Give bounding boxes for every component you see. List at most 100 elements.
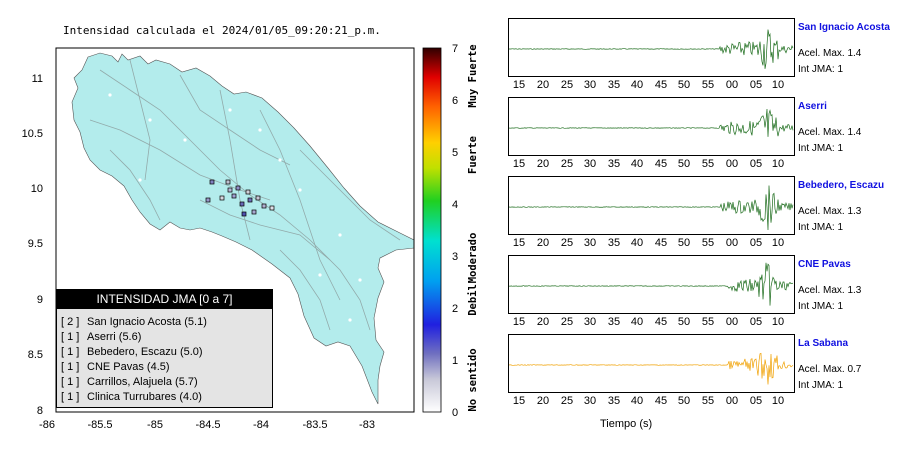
legend-item: [ 1 ] Carrillos, Alajuela (5.7) <box>61 375 272 390</box>
time-tick-label: 40 <box>630 237 644 249</box>
legend-item: [ 1 ] Clinica Turrubares (4.0) <box>61 390 272 405</box>
time-tick-label: 10 <box>771 395 785 407</box>
time-tick-label: 20 <box>536 316 550 328</box>
waveform-trace-box <box>508 18 795 77</box>
waveform-trace <box>509 352 794 385</box>
time-axis-ticks: 15 20 25 30 35 40 45 50 55 00 05 10 <box>508 395 795 409</box>
waveform-line <box>509 185 794 231</box>
time-tick-label: 45 <box>654 395 668 407</box>
legend-station-name: Aserri (5.6) <box>87 331 142 343</box>
legend-station-name: Clinica Turrubares (4.0) <box>87 391 202 403</box>
station-jma-intensity: Int JMA: 1 <box>798 222 844 233</box>
legend-item: [ 1 ] CNE Pavas (4.5) <box>61 360 272 375</box>
colorbar-tick: 2 <box>452 303 458 315</box>
time-tick-label: 15 <box>512 237 526 249</box>
legend-item: [ 1 ] Aserri (5.6) <box>61 330 272 345</box>
legend-station-name: San Ignacio Acosta (5.1) <box>87 316 207 328</box>
time-axis-ticks: 15 20 25 30 35 40 45 50 55 00 05 10 <box>508 237 795 251</box>
time-tick-label: 35 <box>607 79 621 91</box>
legend-count: [ 2 ] <box>61 316 80 328</box>
time-tick-label: 10 <box>771 237 785 249</box>
colorbar-tick: 7 <box>452 43 458 55</box>
time-tick-label: 50 <box>677 158 691 170</box>
map-y-ticks: 11 10.5 10 9.5 9 8.5 8 <box>22 73 43 417</box>
map-x-ticks: -86 -85.5 -85 -84.5 -84 -83.5 -83 <box>39 419 375 431</box>
station-jma-intensity: Int JMA: 1 <box>798 64 844 75</box>
legend-count: [ 1 ] <box>61 361 80 373</box>
label-debil: Debil <box>467 284 479 316</box>
time-tick-label: 00 <box>725 158 739 170</box>
waveform-line <box>509 29 794 69</box>
time-tick-label: 55 <box>701 316 715 328</box>
y-tick-label: 9.5 <box>28 238 43 250</box>
colorbar-tick: 3 <box>452 251 458 263</box>
y-tick-label: 10.5 <box>22 128 43 140</box>
time-tick-label: 15 <box>512 316 526 328</box>
time-tick-label: 45 <box>654 237 668 249</box>
station-waveform: 15 20 25 30 35 40 45 50 55 00 05 10 Aserri Acel. Max.… <box>500 79 910 170</box>
time-tick-label: 30 <box>583 237 597 249</box>
time-tick-label: 05 <box>749 395 763 407</box>
time-tick-label: 15 <box>512 79 526 91</box>
time-tick-label: 40 <box>630 395 644 407</box>
label-no-sentido: No sentido <box>467 348 479 411</box>
time-tick-label: 45 <box>654 158 668 170</box>
station-jma-intensity: Int JMA: 1 <box>798 301 844 312</box>
time-tick-label: 10 <box>771 158 785 170</box>
time-tick-label: 20 <box>536 395 550 407</box>
waveform-line <box>509 108 794 137</box>
time-tick-label: 00 <box>725 79 739 91</box>
waveform-trace <box>509 29 794 69</box>
time-tick-label: 50 <box>677 316 691 328</box>
x-tick-label: -84.5 <box>195 419 220 431</box>
legend-station-name: Carrillos, Alajuela (5.7) <box>87 376 198 388</box>
time-axis-label: Tiempo (s) <box>600 418 653 430</box>
waveform-trace-box <box>508 334 795 393</box>
time-tick-label: 35 <box>607 158 621 170</box>
time-tick-label: 05 <box>749 316 763 328</box>
time-tick-label: 25 <box>560 395 574 407</box>
intensity-map-panel: Intensidad calculada el 2024/01/05_09:20… <box>22 24 479 431</box>
legend-item: [ 2 ] San Ignacio Acosta (5.1) <box>61 315 272 330</box>
station-max-acceleration: Acel. Max. 0.7 <box>798 364 862 375</box>
y-tick-label: 8 <box>37 405 43 417</box>
time-tick-label: 55 <box>701 79 715 91</box>
legend-count: [ 1 ] <box>61 331 80 343</box>
map-title: Intensidad calculada el 2024/01/05_09:20… <box>63 24 381 37</box>
waveform-trace <box>509 108 794 137</box>
station-max-acceleration: Acel. Max. 1.3 <box>798 206 862 217</box>
time-tick-label: 45 <box>654 316 668 328</box>
time-axis-ticks: 15 20 25 30 35 40 45 50 55 00 05 10 <box>508 316 795 330</box>
time-tick-label: 20 <box>536 79 550 91</box>
time-tick-label: 25 <box>560 79 574 91</box>
y-tick-label: 10 <box>31 183 43 195</box>
time-tick-label: 00 <box>725 316 739 328</box>
x-tick-label: -84 <box>253 419 269 431</box>
colorbar-tick: 6 <box>452 95 458 107</box>
legend-station-name: CNE Pavas (4.5) <box>87 361 170 373</box>
station-max-acceleration: Acel. Max. 1.3 <box>798 285 862 296</box>
time-tick-label: 05 <box>749 158 763 170</box>
time-tick-label: 40 <box>630 316 644 328</box>
time-tick-label: 10 <box>771 79 785 91</box>
station-max-acceleration: Acel. Max. 1.4 <box>798 127 862 138</box>
x-tick-label: -83 <box>359 419 375 431</box>
time-tick-label: 35 <box>607 395 621 407</box>
time-tick-label: 35 <box>607 237 621 249</box>
y-tick-label: 11 <box>32 73 43 85</box>
time-tick-label: 55 <box>701 395 715 407</box>
time-tick-label: 30 <box>583 395 597 407</box>
costa-rica-land <box>71 52 414 405</box>
legend-count: [ 1 ] <box>61 376 80 388</box>
waveform-trace <box>509 185 794 231</box>
legend-station-name: Bebedero, Escazu (5.0) <box>87 346 203 358</box>
station-jma-intensity: Int JMA: 1 <box>798 143 844 154</box>
time-tick-label: 20 <box>536 237 550 249</box>
colorbar-tick: 0 <box>452 407 458 419</box>
time-tick-label: 55 <box>701 158 715 170</box>
station-max-acceleration: Acel. Max. 1.4 <box>798 48 862 59</box>
intensity-legend: INTENSIDAD JMA [0 a 7] [ 2 ] San Ignacio … <box>56 289 273 408</box>
station-waveform: 15 20 25 30 35 40 45 50 55 00 05 10 CNE Pavas Acel. M… <box>500 237 910 328</box>
station-waveform: 15 20 25 30 35 40 45 50 55 00 05 10 La Sabana Acel. M… <box>500 316 910 407</box>
waveform-line <box>509 352 794 385</box>
